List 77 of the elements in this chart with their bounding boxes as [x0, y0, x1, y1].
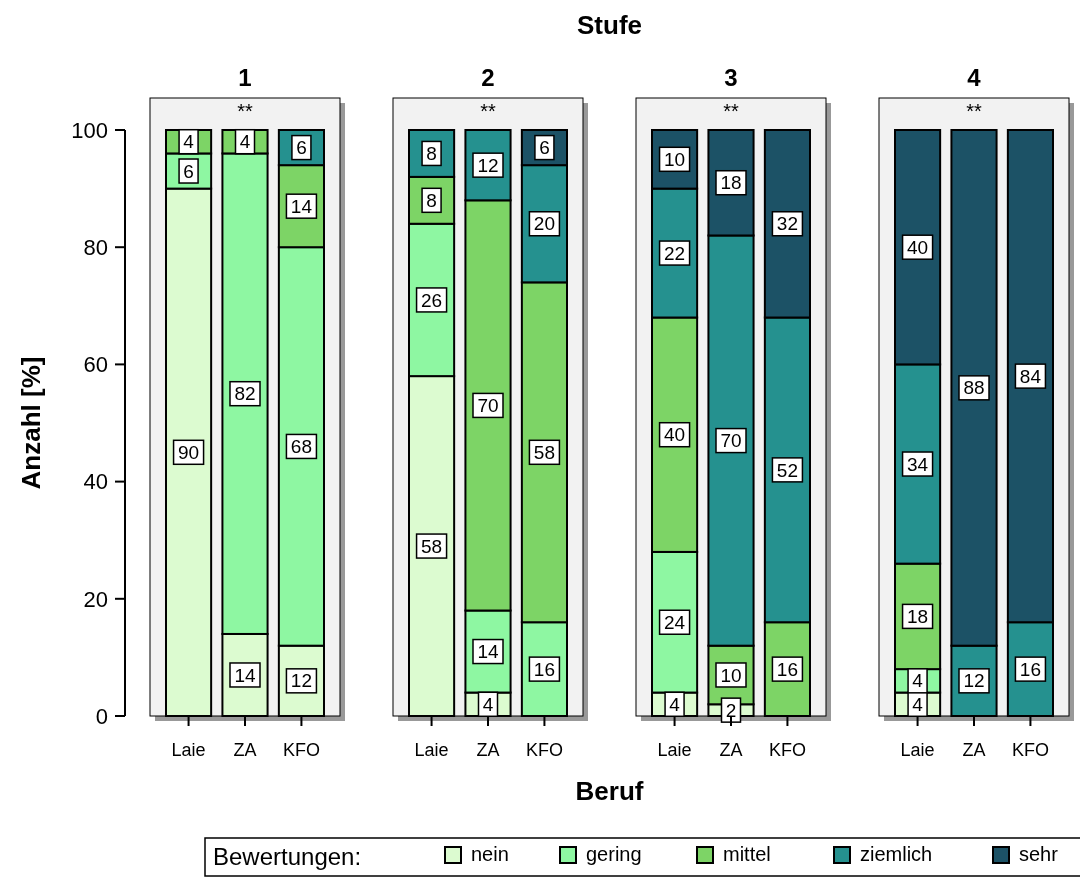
data-label: 52 [776, 459, 798, 481]
x-tick-label: ZA [962, 740, 986, 760]
data-label: 6 [183, 160, 194, 182]
legend-label: mittel [723, 843, 771, 865]
text: ** [480, 100, 496, 122]
chart-title: 4 [967, 64, 982, 91]
data-label: 8 [426, 189, 437, 211]
data-label: 40 [907, 236, 929, 258]
chart-title: 1 [238, 64, 252, 91]
data-label: 84 [1019, 365, 1042, 387]
data-label: 14 [477, 641, 499, 663]
y-tick-label: 80 [83, 234, 108, 260]
y-tick-label: 100 [71, 117, 108, 143]
data-label: 14 [234, 664, 256, 686]
text: Stufe [577, 10, 642, 40]
data-label: 16 [776, 658, 798, 680]
data-label: 6 [296, 137, 307, 159]
x-tick-label: Laie [900, 740, 935, 760]
data-label: 18 [907, 606, 929, 628]
chart-title: 3 [724, 64, 738, 91]
x-tick-label: Laie [171, 740, 206, 760]
data-label: 4 [482, 693, 494, 715]
data-label: 18 [720, 172, 742, 194]
data-label: 10 [664, 148, 686, 170]
data-label: 90 [178, 441, 200, 463]
text: ** [723, 100, 739, 122]
data-label: 10 [720, 664, 742, 686]
x-tick-label: KFO [525, 740, 563, 760]
data-label: 22 [664, 242, 686, 264]
data-label: 82 [234, 383, 256, 405]
data-label: 58 [421, 535, 443, 557]
legend-label: ziemlich [860, 843, 933, 865]
x-tick-label: Laie [657, 740, 692, 760]
x-tick-label: ZA [476, 740, 500, 760]
data-label: 26 [421, 289, 443, 311]
x-tick-label: ZA [719, 740, 743, 760]
data-label: 58 [533, 441, 555, 463]
data-label: 4 [239, 131, 251, 153]
y-tick-label: 0 [95, 703, 108, 729]
data-label: 6 [539, 137, 550, 159]
x-tick-label: ZA [233, 740, 257, 760]
legend-label: sehr [1019, 843, 1059, 865]
text: ** [237, 100, 253, 122]
data-label: 34 [907, 453, 929, 475]
data-label: 12 [477, 154, 499, 176]
data-label: 70 [477, 395, 499, 417]
data-label: 12 [290, 670, 312, 692]
data-label: 4 [912, 670, 924, 692]
data-label: 16 [1019, 658, 1041, 680]
x-tick-label: KFO [768, 740, 806, 760]
y-tick-label: 20 [83, 586, 108, 612]
data-label: 14 [290, 195, 313, 217]
data-label: 20 [533, 213, 555, 235]
data-label: 70 [720, 430, 742, 452]
data-label: 12 [963, 670, 985, 692]
data-label: 8 [426, 143, 437, 165]
y-tick-label: 40 [83, 469, 108, 495]
data-label: 24 [664, 611, 686, 633]
y-axis-title: Anzahl [%] [16, 356, 46, 490]
legend-title: Bewertungen: [213, 843, 362, 870]
data-label: 4 [183, 131, 195, 153]
data-label: 4 [912, 693, 924, 715]
data-label: 32 [776, 213, 798, 235]
y-tick-label: 60 [83, 352, 108, 378]
text: Beruf [575, 776, 644, 806]
data-label: 16 [533, 658, 555, 680]
x-tick-label: KFO [282, 740, 320, 760]
data-label: 68 [290, 436, 312, 458]
data-label: 88 [963, 377, 985, 399]
chart-title: 2 [481, 64, 495, 91]
text: ** [966, 100, 982, 122]
x-tick-label: Laie [414, 740, 449, 760]
x-tick-label: KFO [1011, 740, 1049, 760]
data-label: 4 [669, 693, 681, 715]
legend-label: gering [586, 843, 642, 865]
data-label: 40 [664, 424, 686, 446]
legend-label: nein [471, 843, 509, 865]
